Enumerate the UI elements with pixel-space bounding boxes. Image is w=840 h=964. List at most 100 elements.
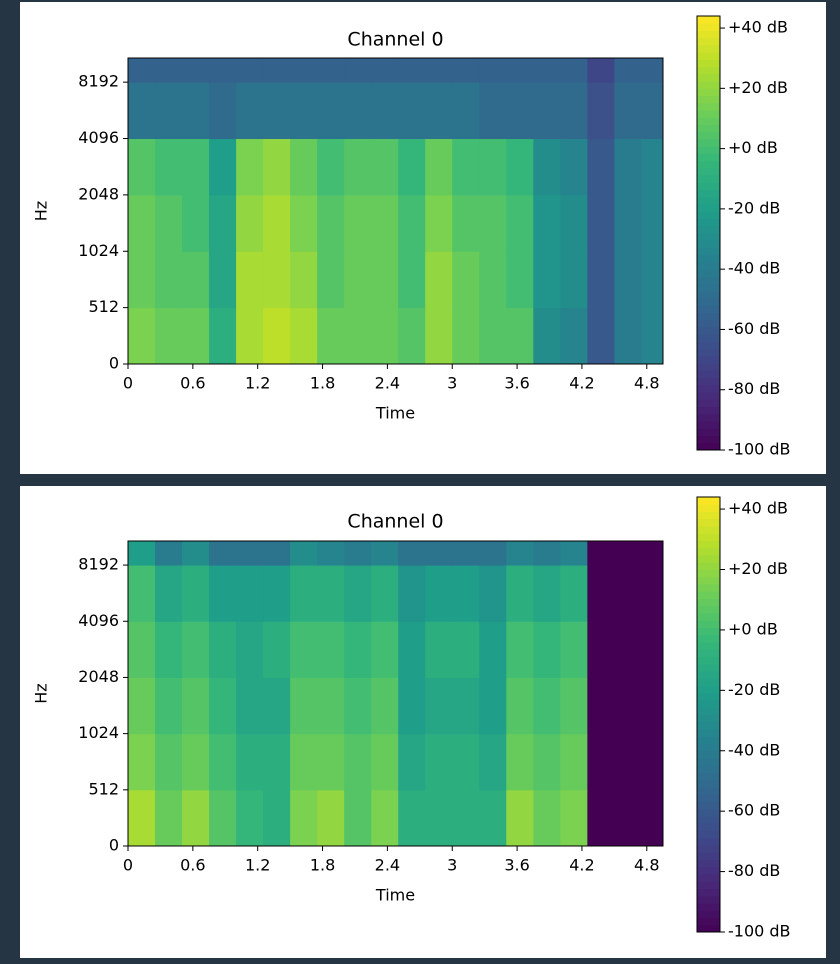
heatmap-cell xyxy=(560,565,588,622)
heatmap-cell xyxy=(425,138,453,196)
heatmap-cell xyxy=(533,58,561,83)
heatmap-cell xyxy=(533,733,561,791)
colorbar-segment xyxy=(697,801,720,810)
heatmap-cell xyxy=(641,307,664,365)
heatmap-cell xyxy=(236,251,264,309)
heatmap-cell xyxy=(317,789,345,847)
heatmap-cell xyxy=(209,565,237,622)
heatmap-cell xyxy=(263,82,291,140)
colorbar-segment xyxy=(697,81,720,89)
colorbar-segment xyxy=(697,816,720,824)
colorbar-segment xyxy=(697,254,720,263)
heatmap-cell xyxy=(398,677,426,735)
heatmap-cell xyxy=(560,307,588,365)
heatmap-cell xyxy=(263,677,291,735)
colorbar-tick-label: -80 dB xyxy=(728,861,780,880)
heatmap-cell xyxy=(344,138,372,196)
heatmap-cell xyxy=(587,307,615,365)
colorbar-frame xyxy=(696,15,721,451)
heatmap-cell xyxy=(371,58,399,83)
heatmap-cell xyxy=(641,251,664,309)
colorbar-tick-label: -100 dB xyxy=(728,440,791,459)
plot-frame xyxy=(127,57,664,365)
heatmap-cell xyxy=(614,251,642,309)
heatmap-cell xyxy=(641,138,664,196)
heatmap-cell xyxy=(587,58,615,83)
heatmap-cell xyxy=(479,194,507,252)
heatmap-cell xyxy=(236,58,264,83)
x-axis-label: Time xyxy=(375,886,415,905)
heatmap-cell xyxy=(128,677,156,735)
colorbar-segment xyxy=(697,189,720,198)
heatmap-cell xyxy=(506,251,534,309)
heatmap-cell xyxy=(182,789,210,847)
heatmap-cell xyxy=(452,58,480,83)
heatmap-cell xyxy=(128,58,156,83)
heatmap-cell xyxy=(236,565,264,622)
heatmap-cell xyxy=(236,677,264,735)
heatmap-cell xyxy=(209,307,237,365)
y-tick-label: 0 xyxy=(109,354,119,373)
colorbar-segment xyxy=(697,772,720,781)
colorbar-segment xyxy=(697,808,720,817)
heatmap-cell xyxy=(425,789,453,847)
heatmap-cell xyxy=(317,621,345,678)
heatmap-cell xyxy=(506,58,534,83)
heatmap-cell xyxy=(182,621,210,678)
colorbar-segment xyxy=(697,569,720,578)
heatmap-cell xyxy=(263,621,291,678)
colorbar-segment xyxy=(697,649,720,657)
heatmap-cell xyxy=(641,541,664,566)
x-tick-label: 0.6 xyxy=(180,374,205,393)
heatmap-cell xyxy=(398,194,426,252)
heatmap-cell xyxy=(452,621,480,678)
colorbar-segment xyxy=(697,656,720,665)
heatmap-cell xyxy=(533,621,561,678)
heatmap-cell xyxy=(344,621,372,678)
heatmap-cell xyxy=(560,194,588,252)
heatmap-cell xyxy=(128,82,156,140)
heatmap-cell xyxy=(344,58,372,83)
heatmap-cell xyxy=(425,307,453,365)
colorbar-segment xyxy=(697,852,720,860)
heatmap-cell xyxy=(587,565,615,622)
colorbar-segment xyxy=(697,196,720,205)
heatmap-cell xyxy=(236,307,264,365)
heatmap-cell xyxy=(560,621,588,678)
heatmap-cell xyxy=(344,82,372,140)
colorbar-segment xyxy=(697,598,720,607)
heatmap-cell xyxy=(398,621,426,678)
colorbar-segment xyxy=(697,124,720,133)
heatmap-cell xyxy=(587,733,615,791)
heatmap-cell xyxy=(533,541,561,566)
heatmap-cell xyxy=(263,251,291,309)
colorbar-segment xyxy=(697,384,720,393)
heatmap-cell xyxy=(479,789,507,847)
heatmap-cell xyxy=(344,194,372,252)
heatmap-cell xyxy=(533,789,561,847)
colorbar-segment xyxy=(697,511,720,520)
heatmap-cell xyxy=(236,82,264,140)
heatmap-cell xyxy=(425,251,453,309)
x-tick-label: 4.8 xyxy=(634,856,659,875)
colorbar-segment xyxy=(697,671,720,679)
colorbar-segment xyxy=(697,692,720,701)
colorbar-segment xyxy=(697,370,720,379)
heatmap-cell xyxy=(182,677,210,735)
heatmap-cell xyxy=(371,194,399,252)
heatmap-cell xyxy=(236,541,264,566)
heatmap-cell xyxy=(155,733,183,791)
colorbar-tick-label: +40 dB xyxy=(728,18,788,37)
y-tick-label: 512 xyxy=(88,297,119,316)
colorbar-segment xyxy=(697,903,720,911)
colorbar-segment xyxy=(697,413,720,422)
heatmap-cell xyxy=(614,58,642,83)
x-tick-label: 4.2 xyxy=(569,374,594,393)
heatmap-cell xyxy=(155,621,183,678)
heatmap-cell xyxy=(614,82,642,140)
colorbar-segment xyxy=(697,787,720,795)
colorbar-tick-label: +40 dB xyxy=(728,499,788,518)
heatmap-cell xyxy=(452,82,480,140)
heatmap-cell xyxy=(344,733,372,791)
